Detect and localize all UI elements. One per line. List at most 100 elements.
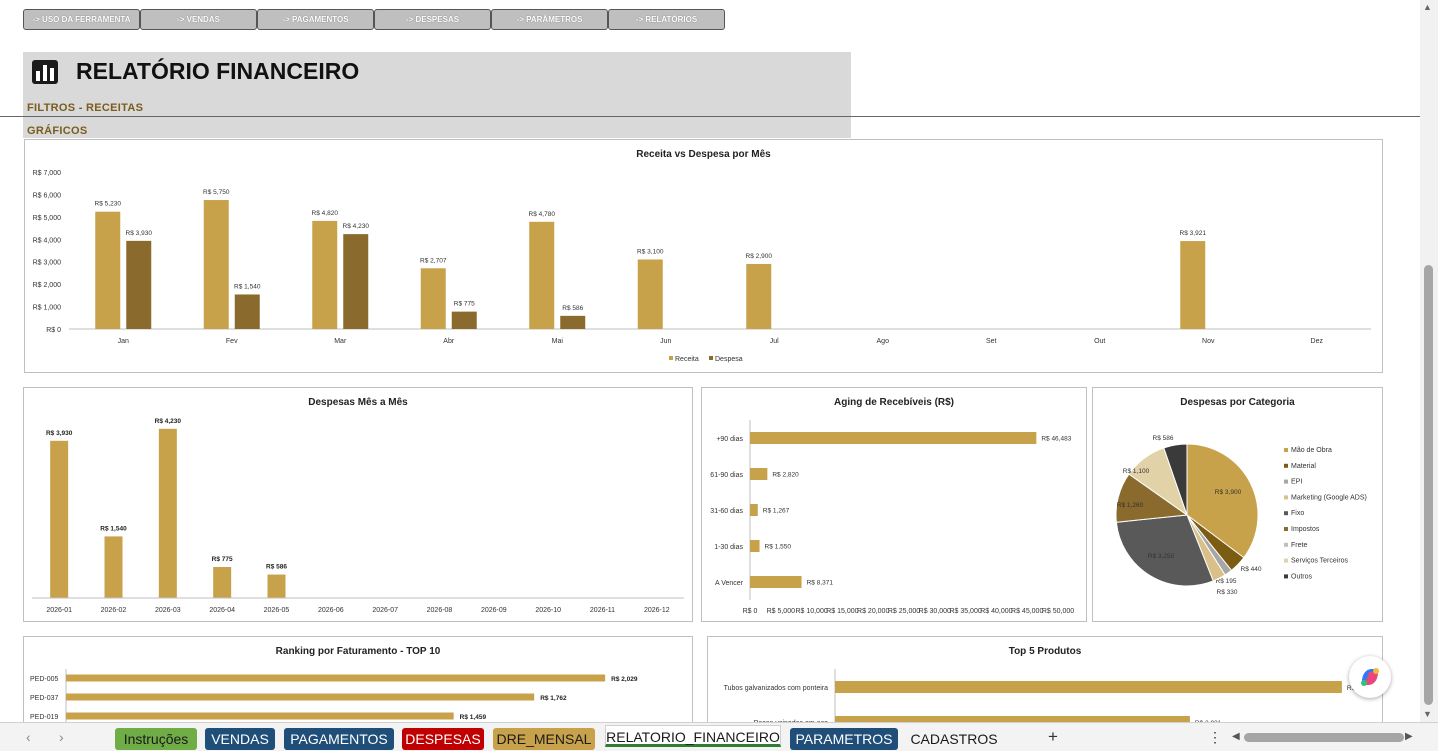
nav-button-vendas[interactable]: -> VENDAS	[140, 9, 257, 30]
spreadsheet-canvas[interactable]: -> USO DA FERRAMENTA -> VENDAS -> PAGAME…	[0, 0, 1420, 722]
legend-entry: Material	[1291, 463, 1316, 470]
y-tick-label: R$ 5,000	[33, 215, 62, 222]
x-tick-label: Jan	[118, 338, 129, 345]
nav-button-despesas[interactable]: -> DESPESAS	[374, 9, 491, 30]
data-label: R$ 5,230	[95, 201, 122, 208]
plus-icon[interactable]: +	[1048, 727, 1058, 746]
chart-ranking-faturamento[interactable]: Ranking por Faturamento - TOP 10 PED-005…	[23, 636, 693, 722]
vertical-scroll-thumb[interactable]	[1424, 265, 1433, 705]
horizontal-scroll-thumb[interactable]	[1244, 733, 1404, 742]
x-tick-label: Fev	[226, 338, 238, 345]
chart-top-produtos[interactable]: Top 5 Produtos Tubos galvanizados com po…	[707, 636, 1383, 722]
sheet-tab-parametros[interactable]: PARAMETROS	[790, 728, 898, 750]
y-tick-label: PED-037	[30, 695, 59, 702]
data-label: R$ 3,250	[1148, 553, 1175, 560]
x-tick-label: R$ 5,000	[767, 608, 796, 615]
pie-slice	[1163, 443, 1188, 516]
x-tick-label: 2026-07	[372, 607, 398, 614]
data-label: R$ 5,750	[203, 189, 230, 196]
bar-receita	[203, 200, 229, 329]
bar-despesa	[560, 315, 586, 329]
data-label: R$ 1,100	[1123, 468, 1150, 475]
bar	[267, 574, 286, 598]
x-tick-label: 2026-12	[644, 607, 670, 614]
data-label: R$ 330	[1217, 589, 1238, 596]
bar-despesa	[126, 240, 152, 329]
sheet-tab-vendas[interactable]: VENDAS	[205, 728, 275, 750]
x-tick-label: R$ 30,000	[919, 608, 951, 615]
x-tick-label: R$ 0	[743, 608, 758, 615]
data-label: R$ 1,540	[100, 525, 127, 532]
y-tick-label: 61-90 dias	[710, 472, 743, 479]
x-tick-label: R$ 40,000	[980, 608, 1012, 615]
x-tick-label: Set	[986, 338, 997, 345]
vertical-scrollbar[interactable]: ▲ ▼	[1420, 0, 1438, 722]
chevron-left-icon[interactable]: ‹	[26, 729, 31, 745]
data-label: R$ 4,230	[343, 223, 370, 230]
y-tick-label: 31-60 dias	[710, 508, 743, 515]
nav-button-relatorios[interactable]: -> RELATÓRIOS	[608, 9, 725, 30]
sheet-tab-despesas[interactable]: DESPESAS	[402, 728, 484, 750]
data-label: R$ 3,100	[637, 248, 664, 255]
data-label: R$ 775	[454, 301, 475, 308]
data-label: R$ 3,921	[1195, 720, 1222, 722]
legend-swatch	[1284, 495, 1288, 500]
x-tick-label: Abr	[443, 338, 455, 345]
y-tick-label: R$ 1,000	[33, 305, 62, 312]
bar	[750, 504, 758, 516]
x-tick-label: R$ 15,000	[826, 608, 858, 615]
hscroll-left-icon[interactable]: ◀	[1232, 731, 1240, 742]
bar-despesa	[451, 311, 477, 329]
y-tick-label: R$ 6,000	[33, 192, 62, 199]
page-title: RELATÓRIO FINANCEIRO	[76, 58, 360, 84]
chart-despesas-categoria[interactable]: Despesas por Categoria R$ 3,900 R$ 440 R$ …	[1092, 387, 1383, 622]
y-tick-label: PED-019	[30, 714, 59, 721]
copilot-button[interactable]	[1349, 656, 1391, 698]
copilot-icon	[1361, 668, 1379, 686]
legend-entry: Frete	[1291, 542, 1307, 549]
chart-ranking-plot: PED-005 R$ 2,029 PED-037 R$ 1,762 PED-019 R$ …	[30, 669, 638, 722]
data-label: R$ 1,267	[763, 508, 790, 515]
nav-button-pagamentos[interactable]: -> PAGAMENTOS	[257, 9, 374, 30]
x-tick-label: 2026-03	[155, 607, 181, 614]
legend-entry: Serviços Terceiros	[1291, 558, 1349, 565]
legend-entry: Receita	[675, 356, 699, 363]
bar-receita	[312, 220, 338, 329]
legend-swatch	[1284, 542, 1288, 547]
bar	[66, 712, 454, 720]
scroll-down-icon[interactable]: ▼	[1423, 709, 1432, 719]
bar-receita	[420, 268, 446, 329]
legend-entry: Mão de Obra	[1291, 447, 1332, 454]
y-tick-label: R$ 2,000	[33, 282, 62, 289]
y-tick-label: Peças usinadas em aço	[754, 720, 828, 722]
nav-button-uso-ferramenta[interactable]: -> USO DA FERRAMENTA	[23, 9, 140, 30]
x-tick-label: Jul	[770, 338, 779, 345]
data-label: R$ 195	[1216, 578, 1237, 585]
sheet-tab-dre-mensal[interactable]: DRE_MENSAL	[493, 728, 595, 750]
x-tick-label: Ago	[877, 338, 890, 345]
scroll-up-icon[interactable]: ▲	[1423, 2, 1432, 12]
sheet-tab-pagamentos[interactable]: PAGAMENTOS	[284, 728, 394, 750]
sheet-tab-relatorio-financeiro[interactable]: RELATORIO_FINANCEIRO	[605, 725, 781, 747]
bar	[750, 432, 1037, 444]
chart-despesas-mes[interactable]: Despesas Mês a Mês 2026-01 R$ 3,930 2026-0…	[23, 387, 693, 622]
y-tick-label: +90 dias	[716, 436, 743, 443]
data-label: R$ 3,930	[126, 230, 153, 237]
chart-receita-despesa[interactable]: Receita vs Despesa por Mês R$ 0 R$ 1,000 R…	[24, 139, 1383, 373]
y-tick-label: PED-005	[30, 676, 59, 683]
sheet-tab-cadastros[interactable]: CADASTROS	[910, 731, 998, 747]
nav-button-parametros[interactable]: -> PARÂMETROS	[491, 9, 608, 30]
header-block: RELATÓRIO FINANCEIRO FILTROS - RECEITAS …	[23, 52, 851, 138]
more-vertical-icon[interactable]: ⋮	[1208, 729, 1222, 745]
hscroll-right-icon[interactable]: ▶	[1405, 731, 1413, 742]
chart-aging-recebiveis[interactable]: Aging de Recebíveis (R$) +90 dias R$ 46,4…	[701, 387, 1087, 622]
bar-receita	[529, 221, 555, 329]
bar	[835, 716, 1190, 722]
x-tick-label: 2026-01	[46, 607, 72, 614]
chart-pie-plot: R$ 3,900 R$ 440 R$ 195 R$ 330 R$ 3,250 R$ 1,2…	[1115, 435, 1367, 596]
data-label: R$ 4,230	[155, 418, 182, 425]
sheet-tab-instru-es[interactable]: Instruções	[115, 728, 197, 750]
chevron-right-icon[interactable]: ›	[59, 729, 64, 745]
x-tick-label: 2026-06	[318, 607, 344, 614]
